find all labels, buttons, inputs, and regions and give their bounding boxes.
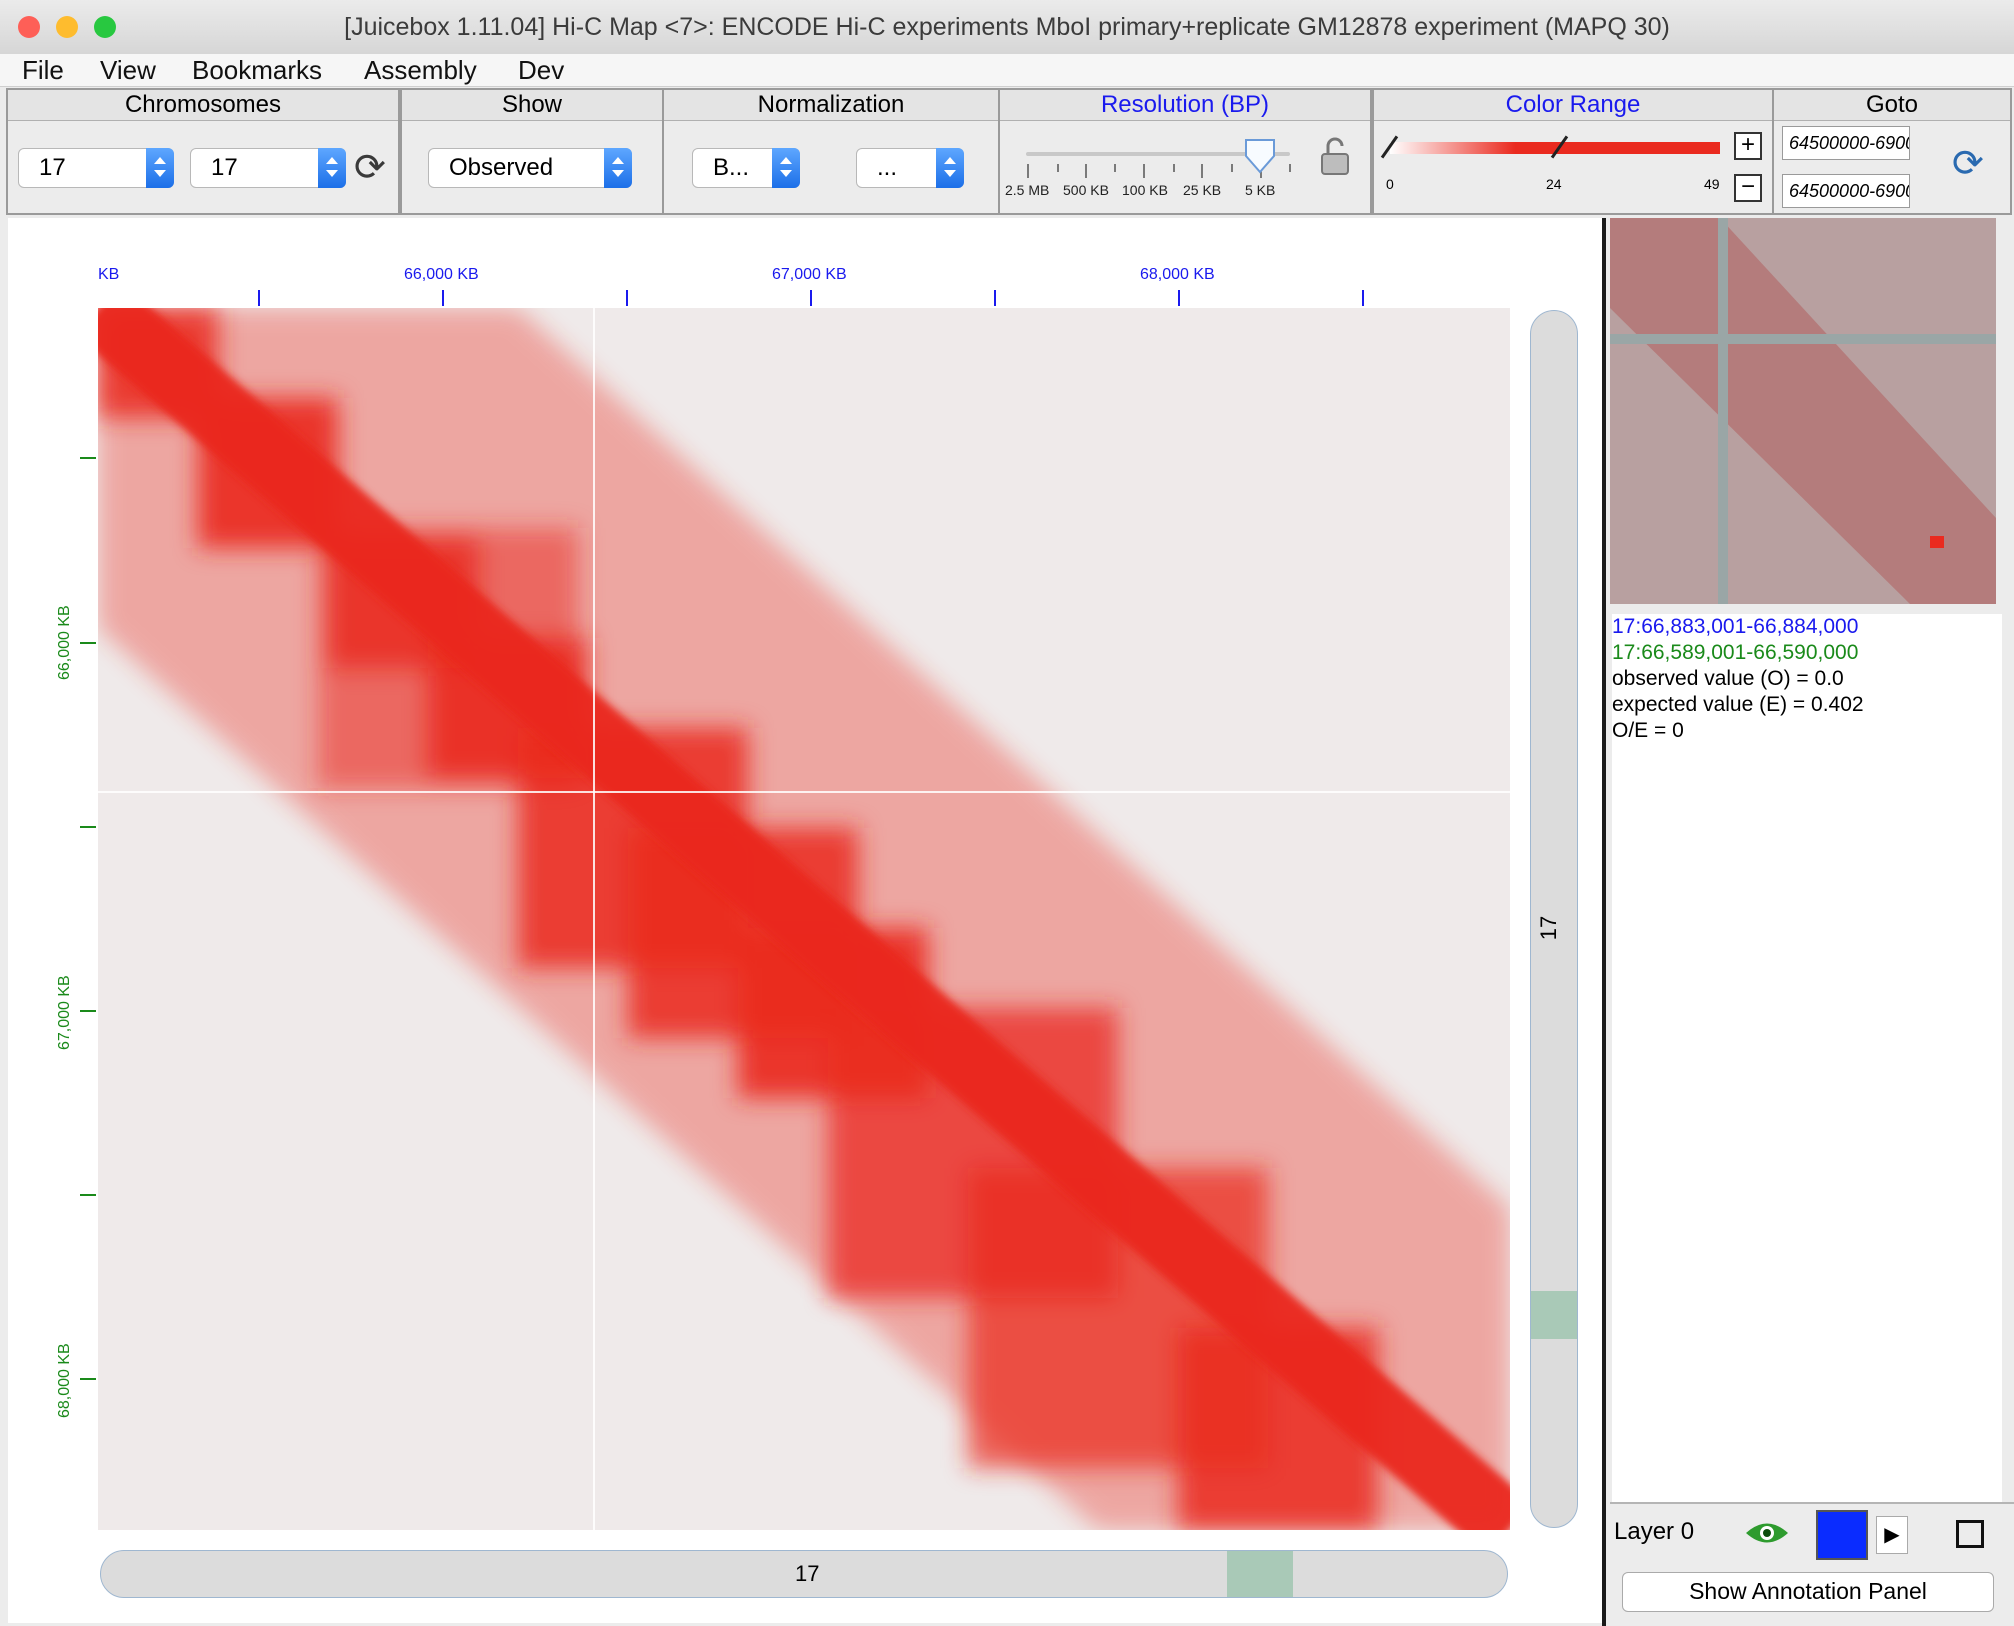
left-axis-tick [80, 457, 96, 459]
normalization-header: Normalization [664, 90, 998, 121]
eye-icon[interactable] [1744, 1520, 1790, 1546]
menu-bookmarks[interactable]: Bookmarks [192, 55, 323, 85]
left-axis-tick [80, 826, 96, 828]
goto-refresh-icon[interactable]: ⟳ [1952, 143, 1984, 185]
minimize-window-button[interactable] [56, 16, 78, 38]
zoom-window-button[interactable] [94, 16, 116, 38]
top-axis-tick [1362, 290, 1364, 306]
info-expected: expected value (E) = 0.402 [1612, 693, 1864, 716]
normalization-value-1: B... [713, 154, 750, 181]
top-axis-label-kb: KB [98, 266, 120, 283]
left-axis-label-67000: 67,000 KB [56, 975, 73, 1050]
chevron-updown-icon [318, 148, 346, 188]
resolution-tick-25kb: 25 KB [1183, 182, 1222, 198]
lock-icon[interactable] [1319, 136, 1351, 176]
left-axis-tick [80, 642, 96, 644]
goto-field-y[interactable]: 64500000-69000 [1782, 174, 1910, 208]
top-axis-label-68000: 68,000 KB [1140, 266, 1215, 283]
resolution-tick-500kb: 500 KB [1063, 182, 1109, 198]
menu-file[interactable]: File [22, 55, 64, 85]
chromosome1-value: 17 [39, 154, 66, 181]
resolution-tick-5kb: 5 KB [1245, 182, 1276, 198]
play-icon[interactable]: ▶ [1876, 1516, 1908, 1554]
ideogram-highlight [1531, 1291, 1577, 1339]
color-range-panel: Color Range 0 24 49 + − [1372, 88, 1774, 215]
goto-field-x[interactable]: 64500000-69000 [1782, 126, 1910, 160]
top-axis-label-67000: 67,000 KB [772, 266, 847, 283]
resolution-slider-thumb[interactable] [1244, 138, 1276, 174]
chromosomes-header: Chromosomes [8, 90, 398, 121]
chevron-updown-icon [772, 148, 800, 188]
layer-name: Layer 0 [1614, 1518, 1695, 1545]
menu-assembly[interactable]: Assembly [364, 55, 477, 85]
normalization-select-1[interactable]: B... [692, 148, 800, 188]
menu-bar [0, 54, 2014, 87]
resolution-header: Resolution (BP) [1000, 90, 1370, 121]
top-axis-tick [1178, 290, 1180, 306]
show-annotation-panel-button[interactable]: Show Annotation Panel [1622, 1572, 1994, 1612]
layer-color-swatch[interactable] [1816, 1510, 1868, 1560]
refresh-icon[interactable]: ⟳ [354, 147, 386, 189]
chevron-updown-icon [146, 148, 174, 188]
layer-bar: Layer 0 ▶ [1610, 1502, 2014, 1564]
chevron-updown-icon [936, 148, 964, 188]
chromosome-ideogram-vertical[interactable]: 17 [1530, 310, 1578, 1528]
color-range-plus-button[interactable]: + [1734, 132, 1762, 160]
top-axis-tick [994, 290, 996, 306]
close-window-button[interactable] [18, 16, 40, 38]
show-select[interactable]: Observed [428, 148, 632, 188]
left-axis-label-68000: 68,000 KB [56, 1343, 73, 1418]
info-observed: observed value (O) = 0.0 [1612, 667, 1844, 690]
resolution-slider-ticks [1027, 164, 1291, 178]
panel-divider[interactable] [1602, 218, 1606, 1626]
resolution-tick-100kb: 100 KB [1122, 182, 1168, 198]
thumbnail-map[interactable] [1610, 218, 1996, 604]
goto-header: Goto [1774, 90, 2010, 121]
color-range-mid-label: 24 [1546, 176, 1562, 192]
info-panel: 17:66,883,001-66,884,000 17:66,589,001-6… [1612, 614, 2002, 1504]
top-axis-tick [258, 290, 260, 306]
chromosome2-select[interactable]: 17 [190, 148, 346, 188]
show-value: Observed [449, 154, 554, 181]
show-panel: Show Observed [400, 88, 664, 215]
top-axis-tick [442, 290, 444, 306]
color-range-bar[interactable] [1390, 142, 1720, 154]
chromosome2-value: 17 [211, 154, 238, 181]
chrom-horizontal-label: 17 [795, 1561, 820, 1586]
color-range-minus-button[interactable]: − [1734, 174, 1762, 202]
menu-view[interactable]: View [100, 55, 156, 85]
hic-heatmap[interactable] [98, 308, 1510, 1530]
resolution-tick-2.5mb: 2.5 MB [1005, 182, 1050, 198]
window-title: [Juicebox 1.11.04] Hi-C Map <7>: ENCODE … [344, 13, 1670, 41]
top-axis-tick [626, 290, 628, 306]
top-axis-tick [810, 290, 812, 306]
info-coord-y: 17:66,589,001-66,590,000 [1612, 641, 1859, 664]
info-coord-x: 17:66,883,001-66,884,000 [1612, 615, 1859, 638]
resolution-slider-track[interactable] [1026, 152, 1290, 156]
show-header: Show [402, 90, 662, 121]
normalization-panel: Normalization B... ... [662, 88, 1000, 215]
left-axis-label-66000: 66,000 KB [56, 605, 73, 680]
menu-dev[interactable]: Dev [518, 55, 565, 85]
color-range-header: Color Range [1374, 90, 1772, 121]
color-range-min-label: 0 [1386, 176, 1394, 192]
left-axis-tick [80, 1378, 96, 1380]
left-axis-tick [80, 1010, 96, 1012]
normalization-select-2[interactable]: ... [856, 148, 964, 188]
color-range-max-label: 49 [1704, 176, 1720, 192]
left-axis-tick [80, 1194, 96, 1196]
chromosomes-panel: Chromosomes 17 17 ⟳ [6, 88, 400, 215]
square-icon[interactable] [1956, 1520, 1984, 1548]
ideogram-highlight [1227, 1551, 1293, 1597]
chrom-vertical-label: 17 [1536, 915, 1562, 941]
normalization-value-2: ... [877, 154, 898, 181]
info-oe: O/E = 0 [1612, 719, 1684, 742]
resolution-panel: Resolution (BP) [998, 88, 1372, 215]
chromosome-ideogram-horizontal[interactable]: 17 [100, 1550, 1508, 1598]
chromosome1-select[interactable]: 17 [18, 148, 174, 188]
chevron-updown-icon [604, 148, 632, 188]
top-axis-label-66000: 66,000 KB [404, 266, 479, 283]
